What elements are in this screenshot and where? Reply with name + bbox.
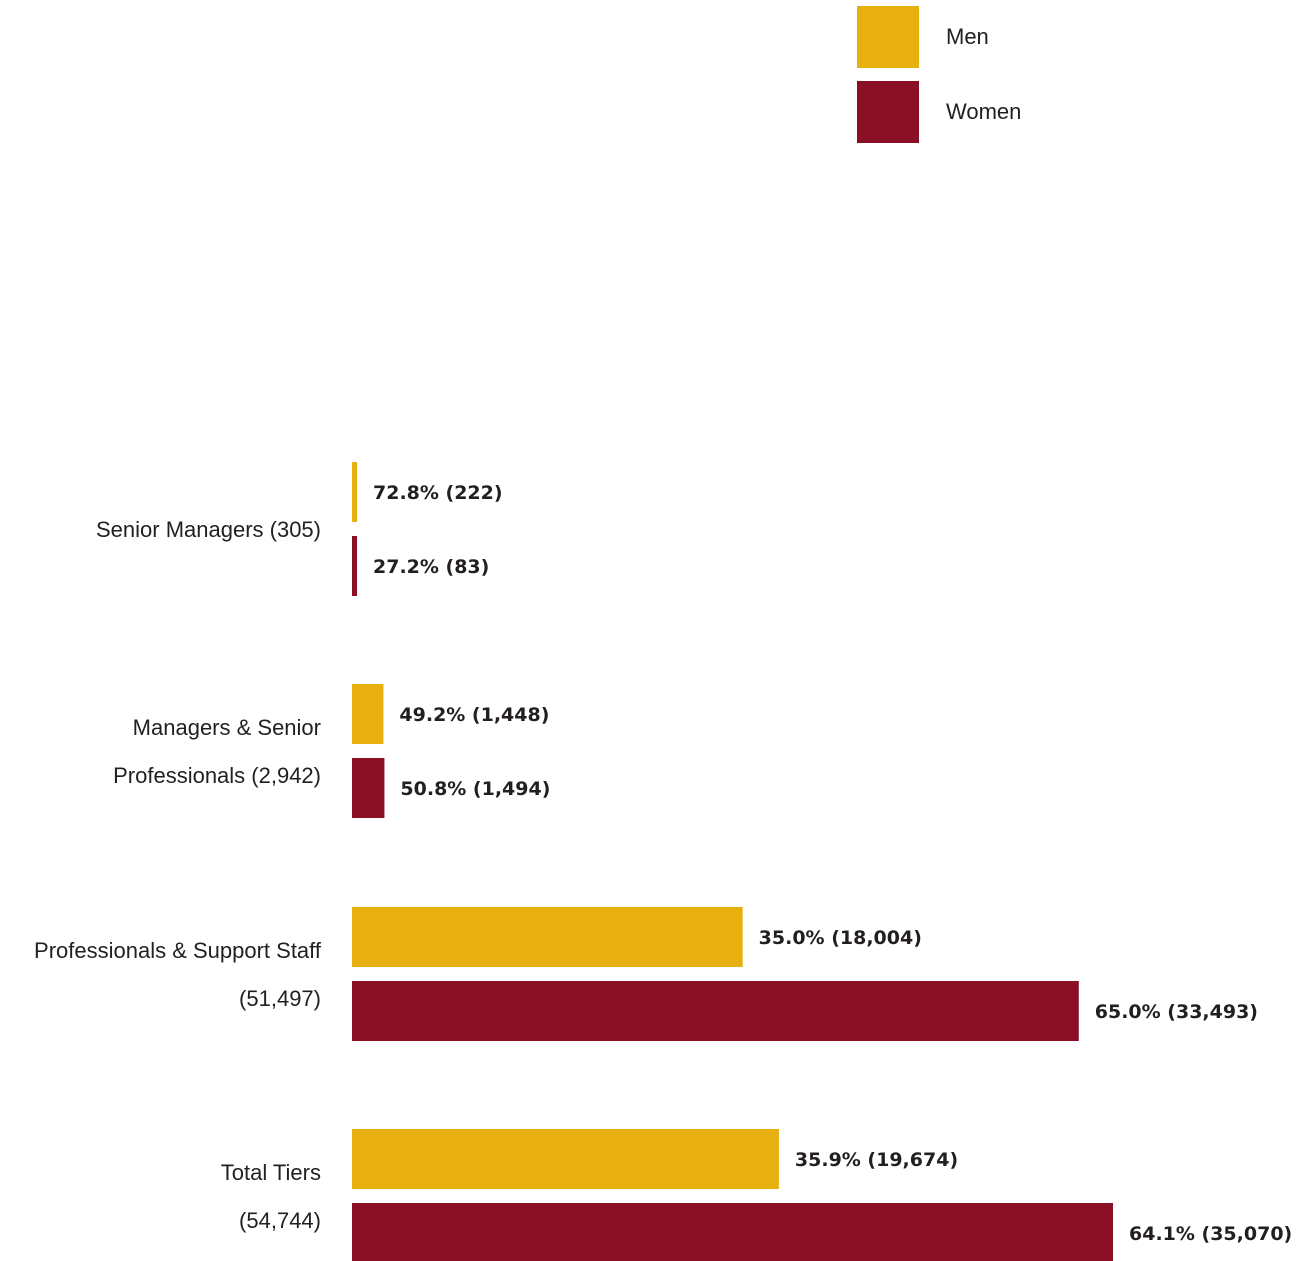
bar-men (352, 462, 357, 522)
data-label-men: 72.8% (222) (373, 482, 503, 504)
category-label: Professionals & Support Staff (34, 938, 322, 963)
category-label: (54,744) (239, 1208, 321, 1233)
legend-swatch-women (857, 81, 919, 143)
data-label-women: 50.8% (1,494) (400, 778, 550, 800)
bar-women (352, 1203, 1113, 1261)
data-label-women: 64.1% (35,070) (1129, 1223, 1292, 1245)
bar-men (352, 907, 743, 967)
legend-label-men: Men (946, 24, 989, 49)
bar-men (352, 684, 384, 744)
category-label: Senior Managers (305) (96, 517, 321, 542)
data-label-men: 49.2% (1,448) (399, 704, 549, 726)
plot-area: Senior Managers (305) 72.8% (222) 27.2% (8… (34, 462, 1292, 1261)
bar-men (352, 1129, 779, 1189)
category-label: Professionals (2,942) (113, 763, 321, 788)
data-label-men: 35.9% (19,674) (795, 1149, 958, 1171)
category-label: Managers & Senior (133, 715, 321, 740)
category-label: Total Tiers (221, 1160, 321, 1185)
legend-swatch-men (857, 6, 919, 68)
category-label: (51,497) (239, 986, 321, 1011)
bar-women (352, 758, 385, 818)
data-label-men: 35.0% (18,004) (759, 927, 922, 949)
bar-women (352, 981, 1079, 1041)
legend: Men Women (857, 6, 1021, 143)
data-label-women: 65.0% (33,493) (1095, 1001, 1258, 1023)
data-label-women: 27.2% (83) (373, 556, 489, 578)
legend-label-women: Women (946, 99, 1021, 124)
bar-women (352, 536, 357, 596)
